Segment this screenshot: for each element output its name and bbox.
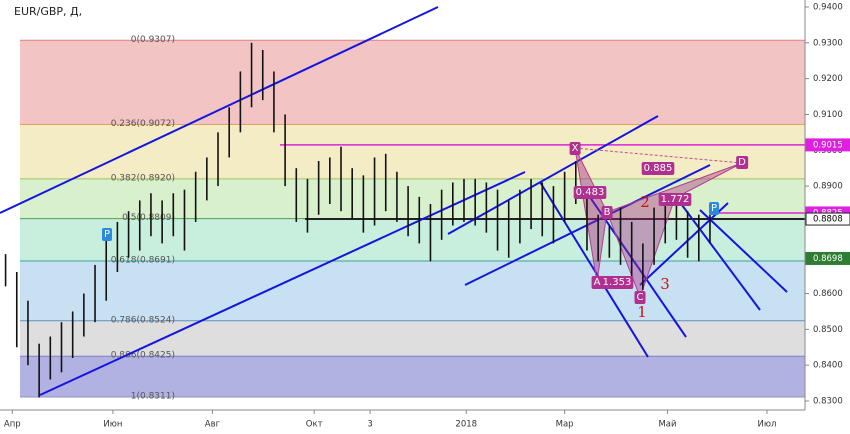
fib-label: 0.5(0.8809): [122, 213, 175, 223]
price-tag-label: 0.9015: [813, 140, 843, 150]
y-tick-label: 0.9100: [813, 110, 843, 120]
price-tag: [805, 251, 850, 265]
x-tick-label: 3: [367, 420, 372, 430]
annotation: X: [572, 143, 579, 154]
fib-label: 0.886(0.8425): [111, 351, 175, 361]
y-tick-label: 0.8600: [813, 289, 843, 299]
fib-label: 0.382(0.8920): [111, 173, 175, 183]
trendline: [639, 202, 729, 286]
x-tick-label: Июн: [103, 420, 122, 430]
y-tick-label: 0.8500: [813, 325, 843, 335]
annotation-box: [708, 202, 720, 215]
fib-label: 1(0.8311): [131, 392, 175, 402]
price-tag: [805, 138, 850, 152]
x-tick-label: Авг: [205, 420, 221, 430]
annotation-box: [101, 228, 113, 241]
annotation: 3: [660, 275, 670, 293]
fib-label: 0.236(0.9072): [111, 119, 175, 129]
price-tag-label: 0.8698: [813, 254, 843, 264]
trendline: [39, 171, 526, 396]
fib-zone: [20, 260, 805, 321]
trendline: [539, 181, 649, 358]
annotation: 1.353: [603, 277, 632, 288]
fib-zone: [20, 320, 805, 357]
annotation: P: [711, 203, 717, 214]
annotation-box: [641, 162, 675, 175]
annotation: 1.772: [661, 194, 690, 205]
x-tick-label: Окт: [306, 420, 323, 430]
price-tag: [805, 212, 850, 226]
x-tick-label: Апр: [4, 420, 21, 430]
annotation: 2: [640, 193, 650, 211]
annotation-box: [569, 142, 581, 155]
x-tick-label: 2018: [455, 420, 477, 430]
trendline: [675, 196, 761, 311]
pattern: [574, 147, 608, 283]
time-axis: [0, 410, 850, 434]
trendline: [699, 209, 788, 293]
trendline: [0, 6, 439, 214]
y-tick-label: 0.8300: [813, 397, 843, 407]
annotation: 1: [637, 303, 647, 321]
y-tick-label: 0.8900: [813, 182, 843, 192]
annotation-box: [601, 206, 613, 219]
annotation: B: [604, 207, 611, 218]
price-tag-label: 0.8808: [813, 215, 843, 225]
fib-label: 0.618(0.8691): [111, 255, 175, 265]
y-tick-label: 0.9400: [813, 3, 843, 13]
y-tick-label: 0.8400: [813, 361, 843, 371]
x-tick-label: Май: [658, 420, 676, 430]
annotation: P: [104, 229, 110, 240]
pattern-line: [574, 147, 743, 164]
annotation-box: [634, 291, 646, 304]
fib-zone: [20, 356, 805, 398]
fib-zone: [20, 124, 805, 179]
annotation-box: [591, 276, 603, 289]
annotation: C: [637, 292, 644, 303]
annotation-box: [600, 276, 634, 289]
annotation-box: [573, 186, 607, 199]
symbol-box: [0, 2, 100, 22]
annotation-box: [658, 193, 692, 206]
annotation: 0.483: [576, 187, 605, 198]
fib-zone: [20, 40, 805, 125]
annotation-box: [736, 156, 749, 169]
trendline: [447, 115, 659, 235]
annotation: 0.885: [644, 163, 673, 174]
y-tick-label: 0.9200: [813, 74, 843, 84]
y-tick-label: 0.9300: [813, 38, 843, 48]
x-tick-label: Мар: [556, 420, 574, 430]
annotation: D: [738, 157, 746, 168]
fib-label: 0.786(0.8524): [111, 315, 175, 325]
chart-title: EUR/GBP, Д,: [14, 5, 82, 18]
annotation: A: [594, 277, 601, 288]
x-tick-label: Июл: [758, 420, 777, 430]
fib-label: 0(0.9307): [131, 35, 175, 45]
